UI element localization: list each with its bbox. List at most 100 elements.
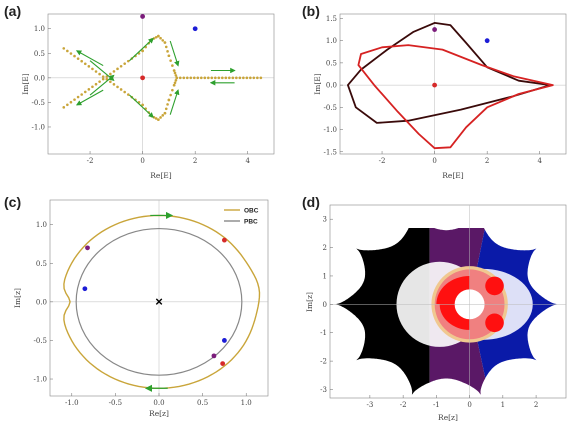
spectrum-dot [167,54,171,58]
spectrum-dot [94,70,98,73]
flow-arrow [129,37,154,62]
panel-a-eigenvalue-point [140,75,146,81]
panel-a-xtick-label: -2 [87,157,94,165]
flow-arrow [75,50,104,67]
panel-a-ytick-label: -0.5 [32,99,46,107]
spectrum-dot [242,76,245,80]
panel-c-legend: OBC PBC [224,208,259,226]
spectrum-dot [112,70,116,73]
panel-b-ytick-label: 0.5 [326,59,337,67]
panel-a-ylabel: Im[E] [21,73,30,94]
panel-b-xtick-label: 4 [537,157,542,165]
panel-b-ytick-label: -1.0 [324,126,338,134]
panel-b-frame [339,13,567,155]
spectrum-dot [80,93,83,96]
legend-label-obc: OBC [244,208,259,215]
spectrum-dot [238,76,242,80]
spectrum-dot [105,77,109,81]
spectrum-dot [163,41,167,44]
panel-a-plot: -2 0 2 4 -1.0 -0.5 0.0 0.5 1.0 Re[E] Im[E] [21,13,275,180]
spectrum-dot [109,72,112,76]
spectrum-dot [245,76,249,80]
panel-c-ytick-label: 1.0 [36,221,47,229]
panel-a-ytick-label: 0.0 [34,74,45,82]
spectrum-dot [192,76,196,80]
spectrum-dot [94,82,98,86]
obc-contour [63,214,261,390]
spectrum-dot [159,36,162,40]
panel-c-xtick-label: -1.0 [65,399,79,407]
spectrum-dot [256,76,259,80]
loop-dark [347,22,552,124]
panel-d-ytick-label: 0 [323,301,327,309]
panel-b-xlabel: Re[E] [442,171,463,180]
panel-b-ytick-label: -1.5 [324,148,338,156]
spectrum-dot [73,54,76,58]
panel-b-plot: -2 0 2 4 -1.5 -1.0 -0.5 0.0 0.5 1.0 1.5 Re[E] Im[E… [313,13,567,180]
spectrum-dot [174,74,178,77]
panel-a-xtick-label: 4 [245,157,250,165]
spectrum-dot [163,111,167,115]
spectrum-dot [76,57,80,60]
panel-c-xtick-label: -0.5 [109,399,123,407]
panel-d-ytick-label: -1 [320,329,327,337]
spectrum-dot [87,65,91,68]
spectrum-dot [169,93,172,97]
spectrum-dot [252,76,256,80]
spectrum-dot [161,114,165,117]
spectrum-dot [161,39,165,42]
spectrum-dot [126,59,130,63]
panel-b-ylabel: Im[E] [313,73,322,94]
panel-c-ytick-label: 0.5 [36,260,47,268]
panel-c-eigenvalue-point [222,338,227,343]
spectrum-dot [157,34,160,38]
panel-b-loops [347,22,554,150]
flow-arrow [75,89,104,106]
spectrum-dot [182,76,186,80]
spectrum-dot [119,88,123,91]
spectrum-dot [228,76,231,80]
spectrum-dot [91,67,94,71]
spectrum-dot [83,62,87,66]
flow-arrow [169,40,180,67]
panel-d-ytick-label: -2 [320,358,327,366]
spectrum-dot [123,90,126,94]
panel-d-frame [329,204,567,399]
panel-label-a: (a) [4,3,21,19]
spectrum-dot [76,95,80,99]
spectrum-dot [66,49,69,53]
spectrum-dot [231,76,235,80]
spectrum-dot [154,117,158,120]
spectrum-dot [73,98,76,101]
panel-c-eigenvalue-point [222,237,227,243]
spectrum-dot [203,76,207,80]
panel-c-xtick-label: 0.5 [197,399,208,407]
spectrum-dot [169,59,172,62]
spectrum-dot [123,62,126,65]
panel-b-xtick-label: 0 [432,157,436,165]
panel-d-ytick-label: 1 [323,272,327,280]
panel-b-ytick-label: 0.0 [326,82,337,90]
panel-label-d: (d) [302,194,320,210]
panel-d-plot: -3 -2 -1 0 1 2 -3 -2 -1 0 1 2 3 Re[z] Im[z] [305,204,567,422]
panel-c-ytick-label: -1.0 [34,376,48,384]
spectrum-dot [98,80,101,83]
panel-label-b: (b) [302,3,320,19]
origin-cross-marker: × [155,294,163,309]
red-lobe [485,313,504,333]
panel-b-ytick-label: 1.5 [326,15,337,23]
panel-b-eigenvalue-point [432,27,438,32]
panel-b-ytick-label: -0.5 [324,104,338,112]
panel-c-xtick-label: 1.0 [241,399,252,407]
spectrum-dot [66,103,69,107]
spectrum-dot [69,100,73,104]
spectrum-dot [87,88,91,91]
panel-a-xlabel: Re[E] [150,171,171,180]
panel-c-xtick-label: 0.0 [153,399,164,407]
panel-c-eigenvalue-point [220,361,226,366]
spectrum-dot [126,93,130,96]
panel-b-xtick-label: 2 [485,157,489,165]
panel-d-xtick-label: -2 [400,401,407,409]
panel-c-ytick-label: 0.0 [36,298,47,306]
panel-a-eigenvalue-point [140,14,146,19]
